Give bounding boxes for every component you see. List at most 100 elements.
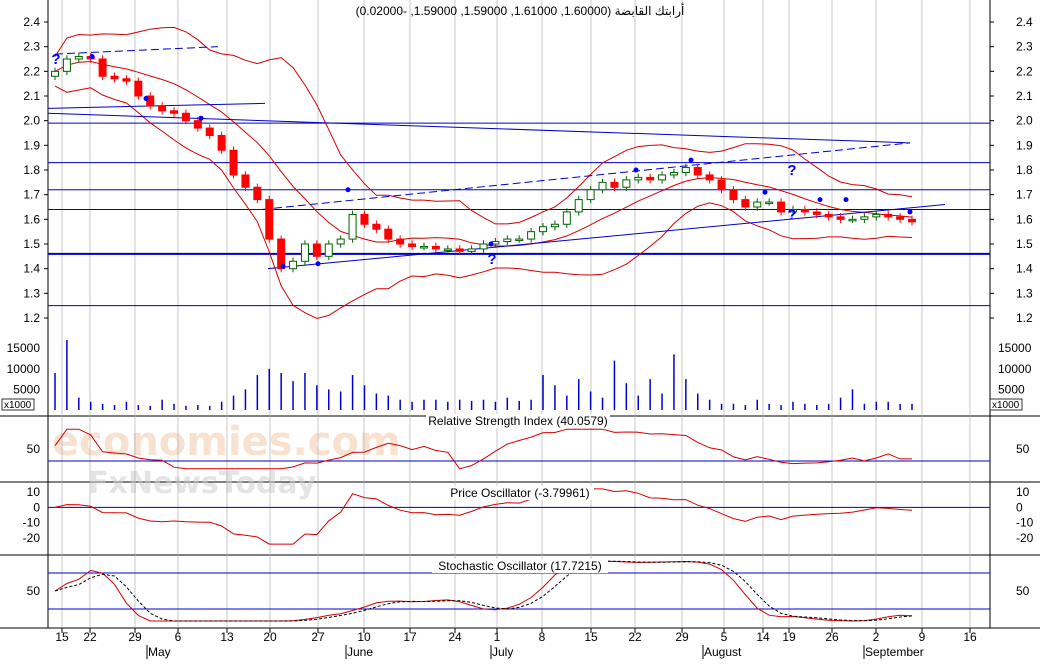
date-tick-label: 14 (756, 630, 770, 644)
signal-dot (143, 95, 149, 101)
candle-body (550, 223, 559, 228)
upper-band (54, 26, 913, 225)
candle-body (193, 120, 202, 129)
date-tick-label: 2 (873, 630, 880, 644)
trend-line-top (54, 46, 219, 55)
month-label: July (492, 645, 513, 659)
candle-body (419, 245, 428, 249)
date-tick-label: 15 (584, 630, 598, 644)
candle-body (503, 238, 512, 243)
candle-body (658, 174, 667, 181)
candle-body (527, 231, 536, 240)
candle-body (384, 228, 393, 240)
price-tick-right: 2.3 (1016, 40, 1033, 54)
candle-body (51, 70, 59, 77)
candle-body (455, 248, 464, 252)
candle-body (408, 243, 417, 247)
signal-dots: ???? (51, 51, 913, 269)
candle-body (860, 216, 869, 220)
signal-dot (198, 115, 204, 121)
candle-body (62, 58, 71, 72)
candle-body (824, 213, 833, 218)
rsi-tick-right: 50 (1016, 442, 1030, 456)
horizontal-levels (48, 122, 990, 307)
candle-body (146, 95, 155, 107)
candle-body (681, 167, 690, 173)
lower-band (54, 85, 913, 320)
candle-body (586, 189, 595, 201)
signal-dot (280, 263, 286, 269)
candle-body (348, 213, 357, 240)
osc-tick-left: 10 (27, 485, 41, 499)
date-tick-label: 26 (825, 630, 839, 644)
date-tick-label: 22 (83, 630, 97, 644)
candlesticks (51, 52, 916, 273)
price-tick-left: 2.3 (23, 40, 40, 54)
osc-tick-right: -20 (1016, 531, 1034, 545)
candle-body (562, 211, 571, 225)
price-osc-title: Price Oscillator (-3.79961) (450, 486, 589, 500)
candle-body (170, 110, 179, 114)
price-tick-left: 1.5 (23, 237, 40, 251)
candle-body (74, 56, 83, 60)
signal-dot (89, 54, 95, 60)
date-tick-label: 22 (628, 630, 642, 644)
candle-body (396, 238, 405, 245)
signal-dot (762, 189, 768, 195)
candle-body (467, 248, 476, 252)
price-osc-line (54, 488, 913, 545)
watermark: economies.com FxNewsToday (52, 419, 401, 501)
stoch-title: Stochastic Oscillator (17.7215) (438, 559, 601, 573)
volume-unit-box-left (1, 398, 35, 411)
volume-unit-left: x1000 (4, 400, 32, 411)
candle-body (836, 216, 845, 220)
candle-body (622, 179, 631, 188)
candle-body (289, 260, 298, 270)
candle-body (479, 243, 488, 250)
candle-body (753, 201, 762, 208)
candle-body (574, 199, 583, 213)
candle-body (253, 186, 262, 201)
date-tick-label: 6 (175, 630, 182, 644)
chart-title: أرابتك القابضة (1.60000, 1.61000, 1.5900… (356, 3, 685, 18)
candle-body (122, 78, 131, 82)
price-tick-left: 1.7 (23, 188, 40, 202)
date-tick-label: 10 (357, 630, 371, 644)
rsi-title: Relative Strength Index (40.0579) (428, 414, 607, 428)
osc-title-bg (446, 486, 594, 500)
rsi-tick-left: 50 (27, 442, 41, 456)
volume-tick-right: 10000 (998, 362, 1032, 376)
signal-dot (345, 187, 351, 193)
trend-lines (47, 46, 946, 270)
price-tick-right: 1.5 (1016, 237, 1033, 251)
candle-body (324, 243, 333, 257)
candle-body (634, 176, 643, 181)
stoch-k-line (54, 560, 913, 622)
candle-body (884, 213, 893, 218)
osc-tick-left: -10 (23, 516, 41, 530)
watermark-fxnewstoday: FxNewsToday (88, 466, 317, 501)
date-tick-label: 9 (919, 630, 926, 644)
volume-tick-right: 15000 (998, 341, 1032, 355)
volume-unit-box-right (989, 398, 1023, 411)
candle-body (812, 211, 821, 215)
question-marker: ? (787, 162, 796, 179)
price-tick-right: 2.1 (1016, 89, 1033, 103)
candle-body (158, 105, 167, 112)
price-tick-left: 1.2 (23, 311, 40, 325)
candle-body (872, 213, 881, 218)
candle-body (848, 218, 857, 222)
candle-body (777, 201, 786, 213)
volume-tick-left: 15000 (7, 341, 41, 355)
question-marker: ? (487, 251, 496, 268)
price-tick-left: 2.2 (23, 64, 40, 78)
price-tick-left: 1.8 (23, 163, 40, 177)
date-tick-label: 29 (675, 630, 689, 644)
candle-body (277, 238, 286, 270)
signal-dot (907, 209, 913, 215)
candle-body (181, 112, 190, 122)
candle-body (800, 208, 809, 213)
candle-body (205, 127, 214, 136)
candle-body (110, 75, 119, 80)
candle-body (134, 80, 143, 97)
